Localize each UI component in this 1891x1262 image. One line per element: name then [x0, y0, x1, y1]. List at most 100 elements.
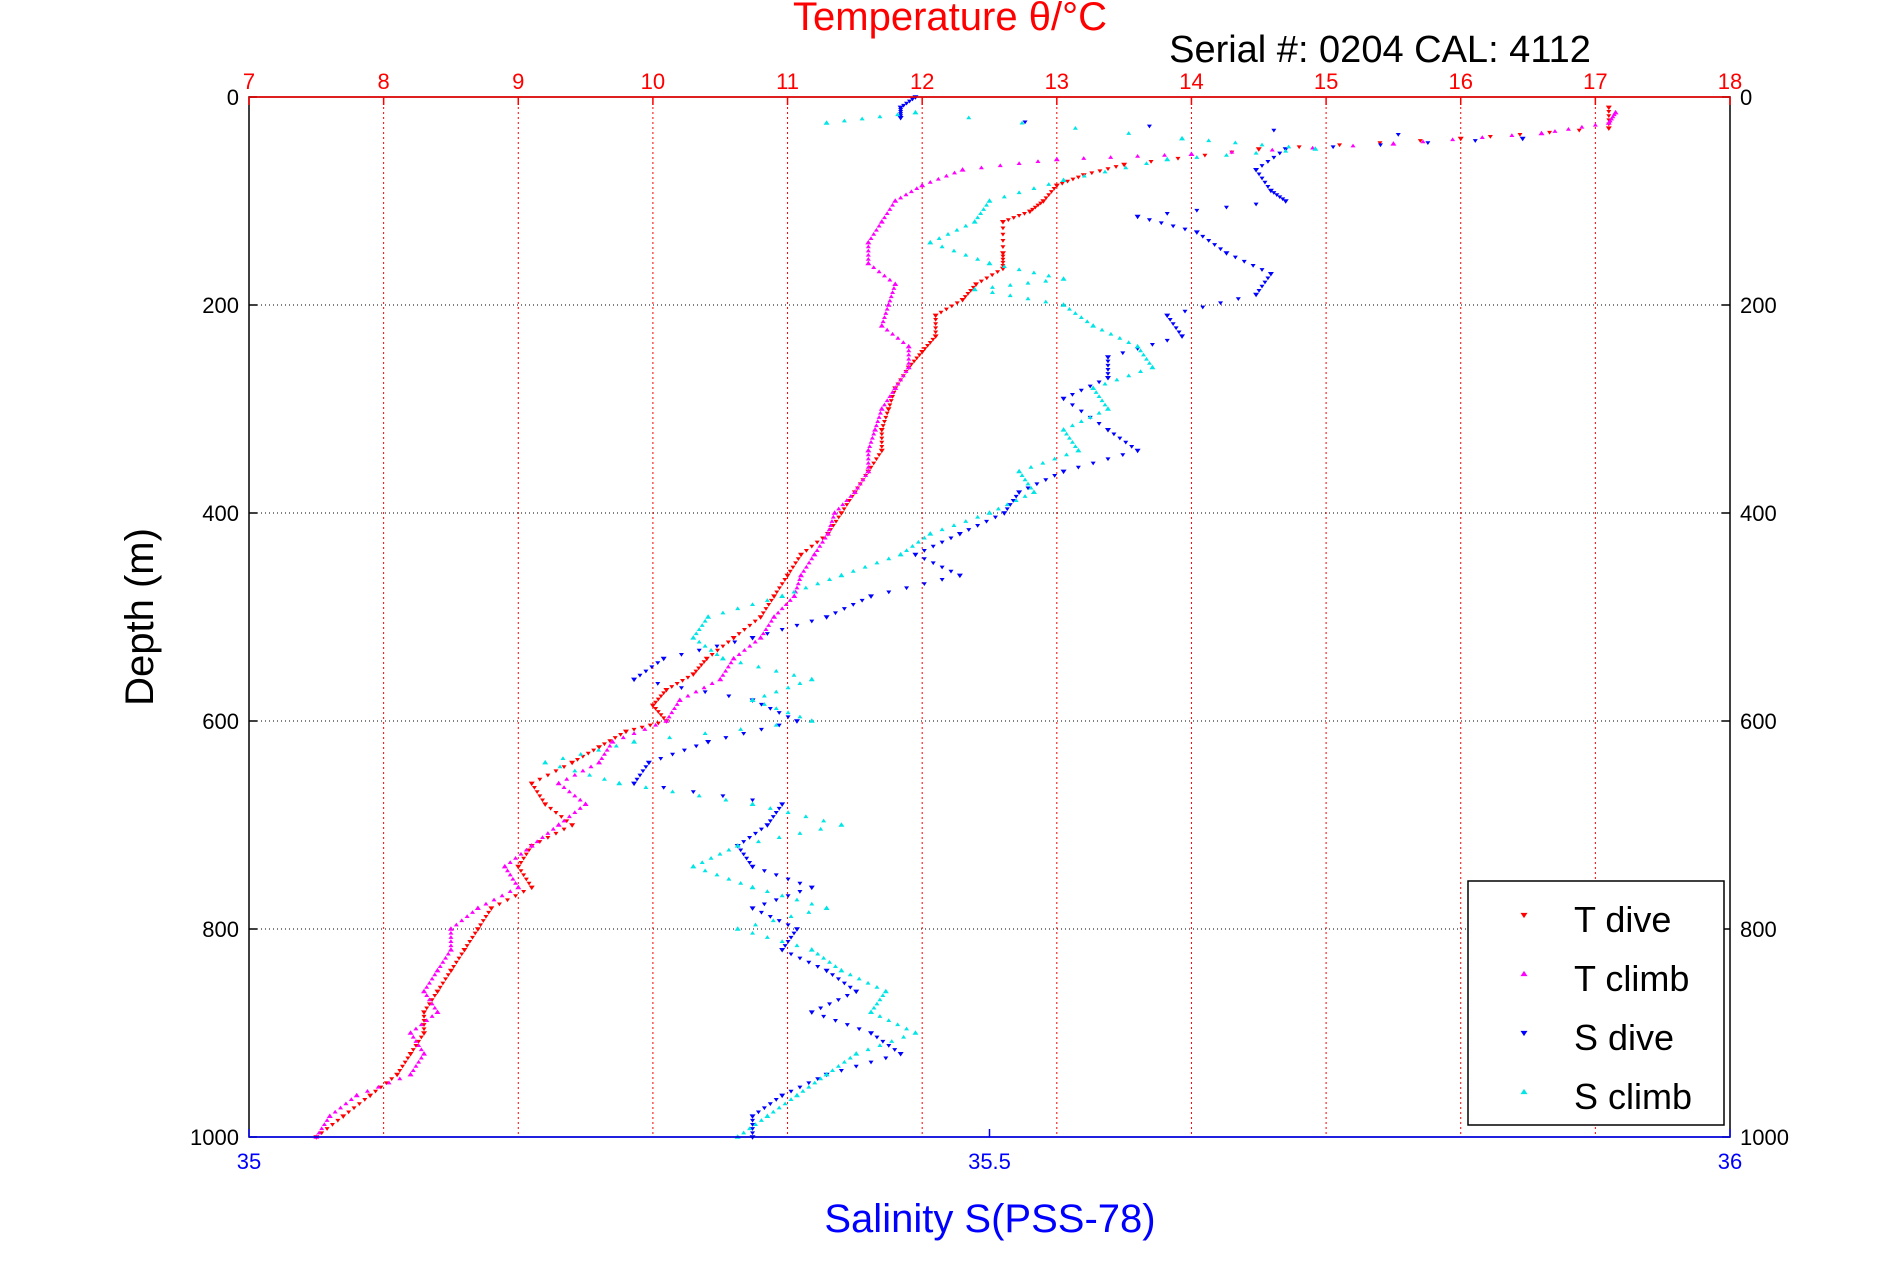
data-point [373, 1089, 379, 1094]
data-point [1069, 392, 1075, 397]
data-point [418, 1055, 424, 1060]
data-point [771, 614, 778, 619]
data-point [413, 1026, 419, 1031]
data-point [779, 593, 786, 598]
data-point [835, 977, 841, 982]
data-point [919, 350, 926, 355]
data-point [806, 1084, 812, 1089]
data-point [329, 1123, 335, 1127]
data-point [1120, 351, 1126, 356]
data-point [424, 993, 430, 998]
data-point [779, 893, 785, 898]
data-point [1280, 197, 1286, 202]
data-point [1040, 199, 1047, 204]
data-point [818, 1006, 824, 1011]
data-point [1282, 199, 1289, 204]
data-point [749, 884, 756, 890]
data-point [1104, 406, 1111, 411]
data-point [346, 1110, 352, 1115]
data-point [658, 713, 664, 718]
data-point [914, 186, 920, 191]
data-point [1081, 156, 1087, 160]
data-point [407, 1052, 414, 1057]
data-point [897, 105, 904, 111]
data-point [720, 794, 726, 799]
data-point [1232, 140, 1238, 145]
data-point [443, 955, 449, 960]
data-point [1259, 284, 1265, 289]
data-point [790, 565, 796, 570]
data-point [830, 514, 836, 519]
data-point [750, 1118, 756, 1123]
data-point [782, 578, 788, 582]
data-point [841, 1059, 847, 1064]
data-point [1170, 322, 1176, 326]
data-point [540, 798, 546, 803]
data-point [901, 1034, 907, 1039]
data-point [591, 748, 597, 753]
data-point [1022, 211, 1028, 216]
legend-item: T climb [1520, 958, 1689, 999]
data-point [869, 435, 875, 440]
data-point [868, 465, 874, 470]
data-point [486, 910, 492, 915]
data-point [1138, 369, 1144, 374]
data-point [1104, 355, 1111, 360]
data-point [895, 1022, 901, 1027]
x-top-tick-label: 13 [1045, 69, 1069, 94]
data-point [755, 839, 761, 844]
data-point [708, 648, 714, 652]
data-point [820, 536, 826, 541]
data-point [871, 461, 877, 466]
data-point [764, 935, 770, 939]
legend-marker [1520, 1030, 1528, 1037]
data-point [426, 1002, 432, 1007]
data-point [572, 772, 578, 777]
data-point [954, 227, 960, 232]
data-point [865, 260, 872, 266]
data-point [938, 310, 944, 315]
data-point [797, 681, 803, 686]
y-tick-label-right: 400 [1740, 501, 1777, 526]
data-point [791, 931, 797, 936]
data-point [429, 976, 435, 981]
data-point [640, 769, 646, 774]
data-point [791, 589, 797, 594]
data-point [1069, 403, 1075, 408]
data-point [860, 477, 866, 482]
data-point [413, 1043, 419, 1048]
data-point [872, 427, 879, 432]
data-point [951, 523, 957, 527]
data-point [418, 1035, 424, 1040]
x-bottom-tick-label: 35 [237, 1149, 261, 1174]
data-point [749, 697, 756, 702]
data-point [1425, 141, 1431, 146]
data-point [919, 182, 926, 188]
data-point [975, 215, 981, 220]
data-point [936, 236, 942, 240]
data-point [501, 863, 508, 869]
data-point [978, 279, 984, 284]
data-point [897, 116, 904, 121]
data-point [886, 1018, 892, 1023]
data-point [421, 1019, 427, 1023]
y-tick-label-left: 800 [202, 917, 239, 942]
data-point [1028, 485, 1034, 490]
data-point [448, 943, 454, 948]
data-point [800, 1088, 806, 1093]
data-point [741, 627, 747, 632]
data-point [865, 252, 871, 257]
data-point [669, 685, 675, 689]
data-point [948, 536, 954, 541]
data-point [643, 785, 649, 790]
data-point [720, 644, 726, 649]
data-point [763, 607, 769, 611]
data-point [736, 652, 742, 656]
data-point [1096, 380, 1102, 385]
data-point [868, 1031, 875, 1036]
data-point [760, 611, 766, 616]
data-point [767, 819, 773, 824]
data-point [655, 682, 661, 686]
data-point [808, 718, 815, 723]
x-top-tick-label: 14 [1179, 69, 1203, 94]
